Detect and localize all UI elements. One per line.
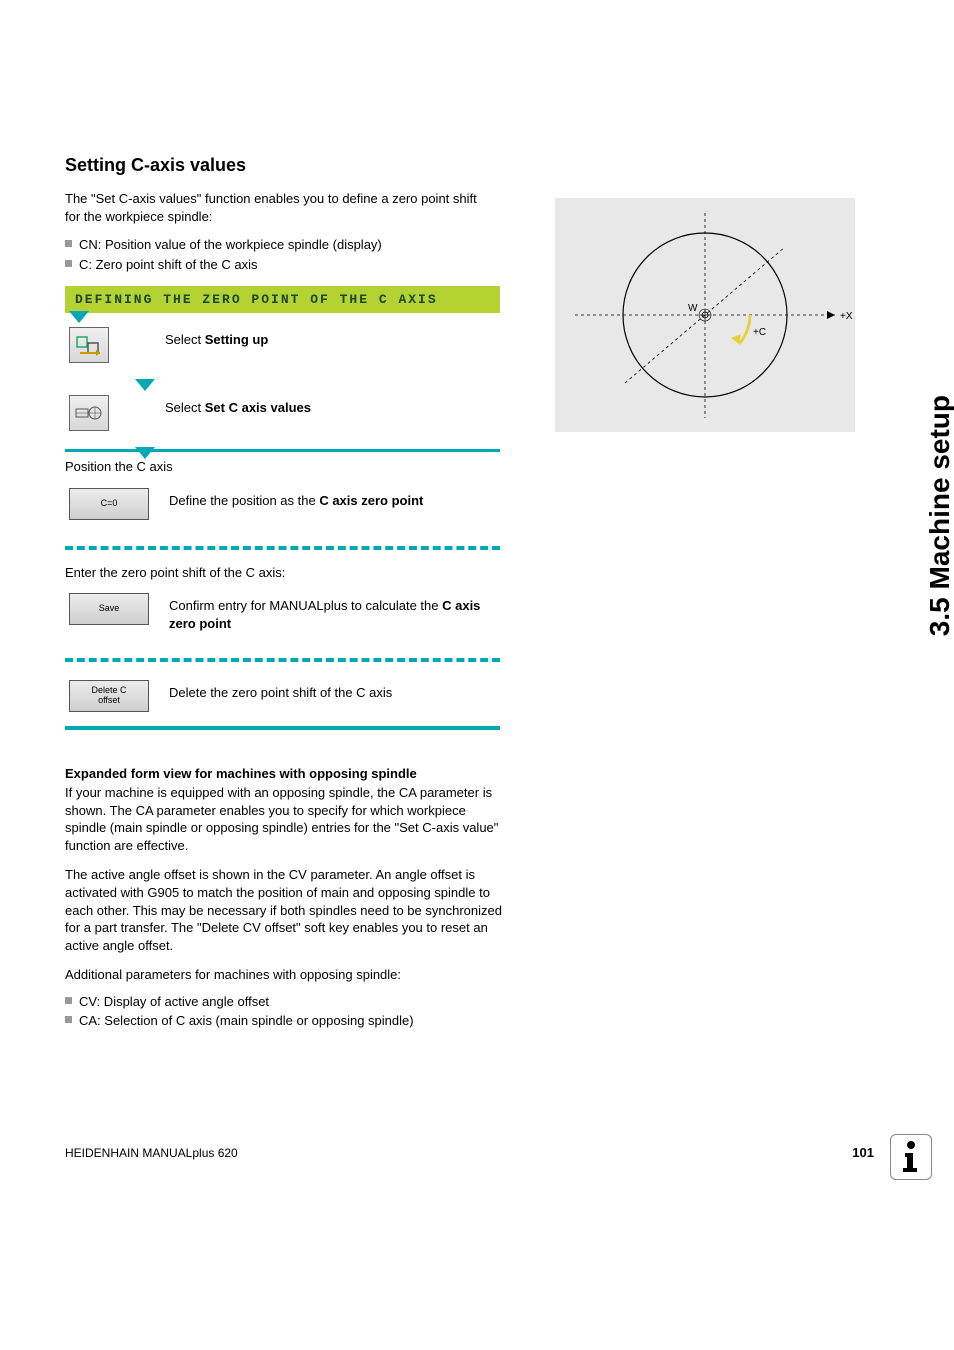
- c-zero-softkey[interactable]: C=0: [69, 488, 149, 520]
- set-c-axis-softkey-icon[interactable]: [69, 395, 109, 431]
- end-separator: [65, 726, 500, 730]
- list-item: C: Zero point shift of the C axis: [65, 255, 835, 275]
- step-text: Select Set C axis values: [165, 395, 495, 417]
- body-paragraph: If your machine is equipped with an oppo…: [65, 784, 510, 854]
- body-paragraph: Additional parameters for machines with …: [65, 966, 510, 984]
- dashed-separator: [65, 546, 500, 550]
- list-item: CV: Display of active angle offset: [65, 992, 835, 1012]
- step-text: Enter the zero point shift of the C axis…: [65, 558, 835, 590]
- setting-up-softkey-icon[interactable]: [69, 327, 109, 363]
- step-row: C=0 Define the position as the C axis ze…: [65, 484, 835, 538]
- flow-arrow-icon: [69, 311, 89, 323]
- section-side-title: 3.5 Machine setup: [924, 395, 954, 636]
- step-row: Save Confirm entry for MANUALplus to cal…: [65, 589, 835, 650]
- step-text: Confirm entry for MANUALplus to calculat…: [169, 593, 499, 632]
- step-row: Delete C offset Delete the zero point sh…: [65, 670, 835, 722]
- info-icon: [890, 1134, 932, 1180]
- step-text: Position the C axis: [65, 452, 835, 484]
- flow-arrow-icon: [135, 447, 155, 459]
- body-paragraph: The active angle offset is shown in the …: [65, 866, 510, 954]
- step-text: Define the position as the C axis zero p…: [169, 488, 499, 510]
- procedure-title-bar: DEFINING THE ZERO POINT OF THE C AXIS: [65, 286, 500, 313]
- intro-paragraph: The "Set C-axis values" function enables…: [65, 190, 495, 225]
- sub-heading: Expanded form view for machines with opp…: [65, 766, 835, 781]
- flow-arrow-icon: [135, 379, 155, 391]
- svg-text:+X: +X: [840, 311, 853, 322]
- step-row: Select Setting up: [65, 313, 835, 381]
- list-item: CA: Selection of C axis (main spindle or…: [65, 1011, 835, 1031]
- save-softkey[interactable]: Save: [69, 593, 149, 625]
- dashed-separator: [65, 658, 500, 662]
- intro-bullet-list: CN: Position value of the workpiece spin…: [65, 235, 835, 274]
- separator-line: [65, 449, 500, 452]
- footer-product-name: HEIDENHAIN MANUALplus 620: [65, 1146, 238, 1160]
- step-row: Select Set C axis values: [65, 381, 835, 449]
- page-number: 101: [852, 1145, 874, 1160]
- main-content: Setting C-axis values The "Set C-axis va…: [65, 155, 835, 1043]
- page-heading: Setting C-axis values: [65, 155, 835, 176]
- delete-c-offset-softkey[interactable]: Delete C offset: [69, 680, 149, 712]
- step-text: Delete the zero point shift of the C axi…: [169, 680, 499, 702]
- list-item: CN: Position value of the workpiece spin…: [65, 235, 835, 255]
- param-bullet-list: CV: Display of active angle offset CA: S…: [65, 992, 835, 1031]
- step-text: Select Setting up: [165, 327, 495, 349]
